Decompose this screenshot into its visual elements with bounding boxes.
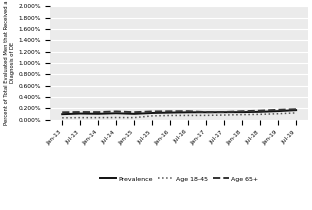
Age 65+ bbox=[60, 111, 64, 114]
Age 65+ bbox=[186, 110, 190, 112]
Prevalence bbox=[96, 113, 100, 115]
Age 18-45 bbox=[240, 113, 244, 116]
Age 18-45 bbox=[294, 112, 298, 114]
Prevalence bbox=[276, 110, 280, 112]
Age 65+ bbox=[276, 109, 280, 111]
Age 65+ bbox=[78, 111, 82, 113]
Y-axis label: Percent of Total Evaluated Men that Received a
Diagnosis of DE: Percent of Total Evaluated Men that Rece… bbox=[4, 1, 15, 125]
Age 18-45 bbox=[114, 116, 118, 119]
Prevalence bbox=[114, 112, 118, 114]
Line: Age 18-45: Age 18-45 bbox=[62, 113, 296, 118]
Prevalence bbox=[258, 110, 262, 113]
Age 18-45 bbox=[222, 114, 226, 116]
Age 65+ bbox=[96, 111, 100, 113]
Age 18-45 bbox=[132, 116, 136, 119]
Age 65+ bbox=[294, 108, 298, 110]
Prevalence bbox=[186, 111, 190, 114]
Age 18-45 bbox=[258, 113, 262, 116]
Age 65+ bbox=[222, 111, 226, 113]
Age 65+ bbox=[258, 109, 262, 112]
Prevalence bbox=[222, 111, 226, 113]
Age 18-45 bbox=[276, 113, 280, 115]
Prevalence bbox=[132, 113, 136, 115]
Prevalence bbox=[168, 111, 172, 114]
Prevalence bbox=[204, 111, 208, 114]
Age 65+ bbox=[114, 110, 118, 113]
Prevalence bbox=[240, 111, 244, 113]
Prevalence bbox=[150, 112, 154, 114]
Age 18-45 bbox=[168, 114, 172, 117]
Age 65+ bbox=[168, 110, 172, 113]
Prevalence bbox=[60, 113, 64, 116]
Line: Prevalence: Prevalence bbox=[62, 110, 296, 114]
Legend: Prevalence, Age 18-45, Age 65+: Prevalence, Age 18-45, Age 65+ bbox=[98, 174, 261, 184]
Age 65+ bbox=[132, 111, 136, 113]
Age 18-45 bbox=[96, 116, 100, 119]
Age 65+ bbox=[204, 111, 208, 113]
Age 65+ bbox=[150, 110, 154, 113]
Age 18-45 bbox=[150, 115, 154, 117]
Age 18-45 bbox=[186, 114, 190, 117]
Prevalence bbox=[78, 112, 82, 115]
Age 18-45 bbox=[60, 117, 64, 119]
Line: Age 65+: Age 65+ bbox=[62, 109, 296, 112]
Age 18-45 bbox=[78, 116, 82, 119]
Age 65+ bbox=[240, 110, 244, 113]
Prevalence bbox=[294, 109, 298, 112]
Age 18-45 bbox=[204, 114, 208, 117]
